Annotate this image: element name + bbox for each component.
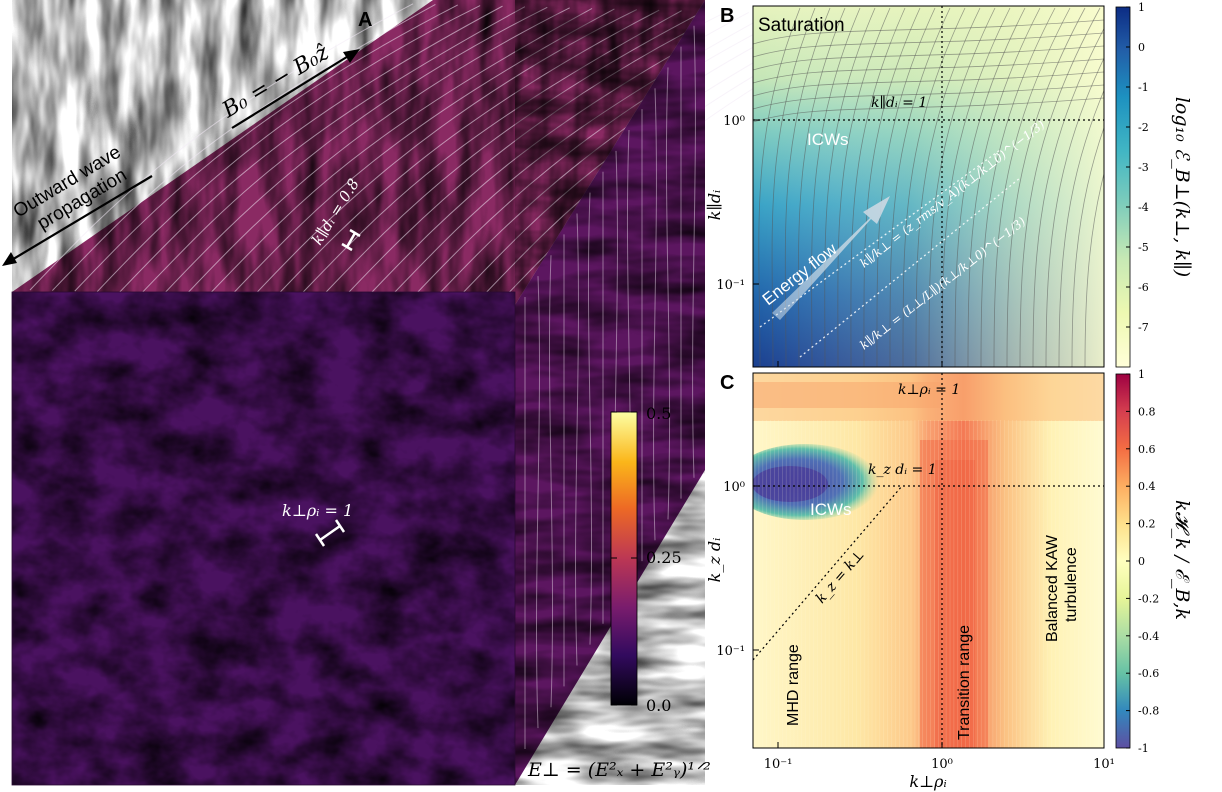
colorbar-b-tick: -6 [1138, 281, 1149, 294]
colorbar-b-label: log₁₀ ℰ_B⊥(k⊥, k∥) [1171, 97, 1193, 277]
c-ytick-1: 10⁰ [723, 480, 745, 495]
kperp-annotation: k⊥ρᵢ = 1 [282, 501, 353, 520]
colorbar-c-tick: -0.6 [1138, 667, 1159, 680]
c-xtick-2: 10⁰ [931, 757, 953, 772]
c-mhd-label: MHD range [785, 644, 802, 726]
colorbar-b-tick: -4 [1138, 201, 1149, 214]
outward-arrow [2, 175, 153, 266]
c-transition-label: Transition range [956, 625, 973, 740]
c-vline-label: k⊥ρᵢ = 1 [898, 382, 960, 398]
colorbar-b-tick: -2 [1138, 121, 1149, 134]
colorbar-b-tick: -5 [1138, 241, 1149, 254]
c-balanced-line1: Balanced KAW [1044, 534, 1061, 642]
panel-b-title: Saturation [758, 15, 845, 36]
kperp-scale-bar [314, 519, 346, 547]
colorbar-b-tick: -7 [1138, 321, 1149, 334]
panel-c-helicity: k⊥ρᵢ = 1 k_z dᵢ = 1 ICWs k_z = k⊥ MHD ra… [705, 368, 1193, 791]
c-ytick-2: 10⁻¹ [716, 644, 745, 659]
c-xtick-3: 10¹ [1093, 757, 1115, 772]
panel-a-letter: A [358, 9, 372, 31]
kpar-scale-bar [341, 228, 361, 252]
colorbar-c-tick: 0.2 [1138, 518, 1156, 531]
b-ylabel: k∥dᵢ [705, 190, 724, 221]
c-ylabel: k_z dᵢ [705, 538, 724, 583]
energy-flow-arrow [772, 196, 890, 320]
colorbar-a-tick-bottom: 0.0 [646, 696, 671, 715]
panel-b-letter: B [720, 5, 734, 27]
b0-arrow [231, 49, 360, 129]
b-icw-label: ICWs [807, 130, 849, 149]
panel-a-cube: A B₀ = − B₀ẑ Outward wave propagation k∥… [2, 0, 884, 786]
colorbar-c-label: k𝓗_k / ℰ_B,k [1171, 500, 1193, 620]
eperp-label: E⊥ = (E²ₓ + E²ᵧ)¹ᐟ² [527, 759, 711, 781]
colorbar-b-tick: 1 [1138, 1, 1145, 14]
panel-c-letter: C [720, 372, 734, 394]
colorbar-a-tick-top: 0.5 [646, 404, 671, 423]
colorbar-c-tick: -1 [1138, 742, 1149, 755]
colorbar-b-tick: 0 [1138, 41, 1145, 54]
panel-b-spectrum: Energy flow Saturation k∥dᵢ = 1 ICWs k∥/… [705, 1, 1193, 368]
b-ytick-2: 10⁻¹ [716, 278, 745, 293]
colorbar-c-tick: -0.8 [1138, 705, 1159, 718]
c-xlabel: k⊥ρᵢ [909, 772, 946, 791]
colorbar-c-tick: 0.6 [1138, 443, 1156, 456]
b-hline-label: k∥dᵢ = 1 [871, 95, 927, 111]
colorbar-b-tick: -3 [1138, 161, 1149, 174]
colorbar-b-tick: -1 [1138, 81, 1149, 94]
c-xtick-1: 10⁻¹ [764, 757, 793, 772]
colorbar-c-tick: -0.4 [1138, 630, 1159, 643]
colorbar-c-tick: 1 [1138, 368, 1145, 381]
b-ytick-1: 10⁰ [723, 114, 745, 129]
c-diag-line [752, 485, 903, 661]
colorbar-c-tick: -0.2 [1138, 592, 1159, 605]
colorbar-c-tick: 0 [1138, 555, 1145, 568]
colorbar-a-tick-mid: 0.25 [646, 548, 682, 567]
colorbar-c-tick: 0.8 [1138, 405, 1156, 418]
c-balanced-line2: turbulence [1063, 547, 1080, 622]
c-icw-label: ICWs [810, 500, 852, 519]
c-hline-label: k_z dᵢ = 1 [868, 462, 937, 478]
colorbar-c-tick: 0.4 [1138, 480, 1156, 493]
colorbar-b [1115, 6, 1131, 368]
